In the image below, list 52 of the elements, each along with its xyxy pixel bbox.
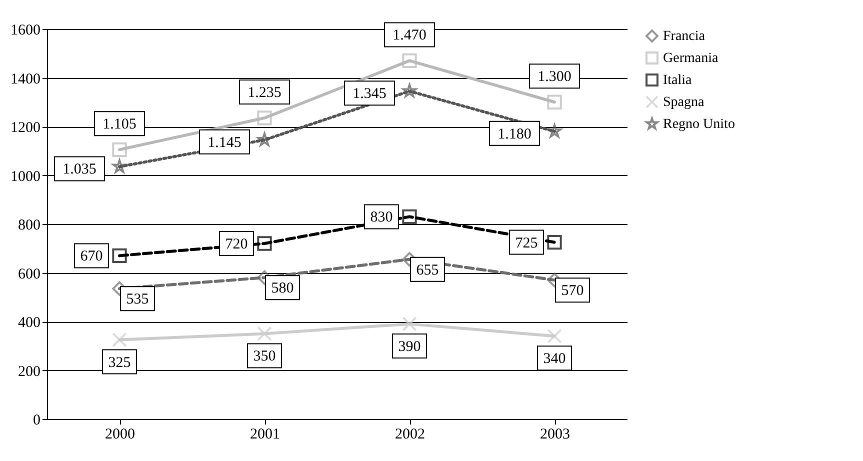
data-label: 390 bbox=[398, 338, 421, 355]
y-tick-label: 1200 bbox=[10, 120, 40, 136]
point bbox=[257, 110, 272, 126]
point bbox=[547, 234, 562, 250]
data-label: 1.300 bbox=[538, 69, 572, 86]
point bbox=[112, 332, 127, 348]
data-label: 1.145 bbox=[208, 134, 242, 151]
y-tick-label: 1600 bbox=[10, 22, 40, 38]
y-tick-label: 800 bbox=[18, 218, 40, 234]
data-label: 570 bbox=[561, 283, 584, 300]
data-label: 720 bbox=[225, 236, 248, 252]
data-label: 1.180 bbox=[498, 126, 532, 142]
x-tick-label: 2003 bbox=[540, 426, 570, 442]
legend-label: Germania bbox=[663, 51, 719, 66]
data-label: 830 bbox=[370, 210, 393, 226]
y-tick-label: 1400 bbox=[10, 71, 40, 88]
y-tick-label: 200 bbox=[18, 364, 40, 380]
legend-label: Francia bbox=[663, 29, 706, 44]
data-label: 670 bbox=[80, 248, 103, 265]
data-label: 325 bbox=[108, 354, 131, 371]
point bbox=[112, 248, 127, 264]
y-tick-label: 600 bbox=[18, 266, 40, 282]
data-label: 1.035 bbox=[62, 162, 96, 178]
x-tick-label: 2001 bbox=[250, 426, 280, 442]
data-label: 1.470 bbox=[392, 28, 426, 44]
x-tick-label: 2002 bbox=[395, 426, 425, 442]
data-label: 340 bbox=[543, 351, 566, 368]
data-label: 535 bbox=[126, 292, 149, 308]
data-label: 580 bbox=[271, 280, 294, 297]
data-label: 1.345 bbox=[352, 86, 386, 102]
point bbox=[112, 159, 127, 173]
y-tick-label: 400 bbox=[18, 315, 40, 331]
point bbox=[402, 316, 417, 332]
point bbox=[547, 94, 562, 110]
point bbox=[547, 328, 562, 344]
point bbox=[402, 84, 417, 98]
point bbox=[257, 326, 272, 342]
point bbox=[402, 209, 417, 224]
data-label: 725 bbox=[515, 235, 538, 252]
point bbox=[112, 142, 127, 157]
legend-label: Italia bbox=[663, 73, 693, 88]
y-tick-label: 0 bbox=[33, 412, 40, 428]
data-label: 1.105 bbox=[102, 116, 136, 133]
y-tick-label: 1000 bbox=[10, 168, 40, 185]
data-label: 1.235 bbox=[248, 84, 282, 101]
legend-label: Spagna bbox=[663, 95, 705, 110]
x-tick-label: 2000 bbox=[105, 426, 135, 442]
point bbox=[257, 236, 272, 251]
data-label: 655 bbox=[416, 262, 439, 278]
point bbox=[402, 53, 417, 68]
legend-label: Regno Unito bbox=[663, 117, 735, 132]
data-label: 350 bbox=[253, 348, 276, 365]
